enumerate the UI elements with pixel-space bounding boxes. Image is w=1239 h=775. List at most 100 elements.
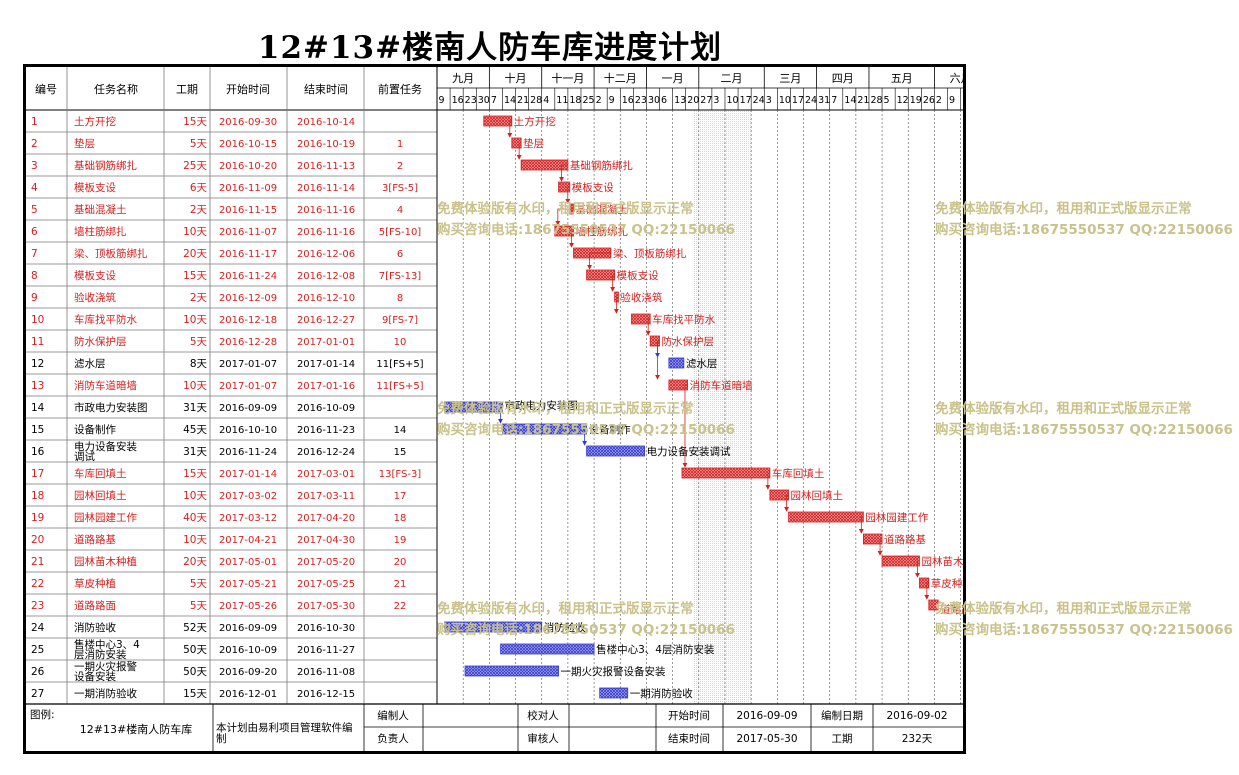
task-id: 11: [31, 336, 44, 348]
task-predecessor: 22: [394, 601, 407, 612]
task-end: 2016-11-14: [297, 183, 355, 194]
task-predecessor: 17: [394, 491, 407, 502]
month-label: 二月: [721, 72, 743, 85]
task-start: 2017-03-02: [219, 491, 277, 502]
week-label: 7: [491, 95, 497, 106]
dependency-arrow: [582, 428, 587, 446]
task-duration: 10天: [183, 534, 207, 546]
task-duration: 5天: [190, 578, 208, 590]
task-name: 模板支设: [74, 269, 116, 282]
task-start: 2016-11-17: [219, 249, 277, 260]
task-name: 垫层: [74, 137, 95, 150]
task-end: 2017-03-01: [297, 469, 355, 480]
task-predecessor: 7[FS-13]: [379, 271, 422, 282]
week-label: 18: [569, 95, 581, 106]
bar-label: 园林苗木种植: [921, 555, 963, 568]
task-start: 2017-01-07: [219, 359, 277, 370]
week-label: 16: [962, 95, 963, 106]
task-start: 2017-01-07: [219, 381, 277, 392]
bar-label: 墙柱筋绑扎: [576, 225, 629, 238]
task-duration: 10天: [183, 490, 207, 502]
task-id: 24: [31, 622, 45, 634]
holiday-band: [693, 110, 752, 704]
task-duration: 10天: [183, 226, 207, 238]
task-id: 1: [31, 116, 38, 128]
task-name: 设备制作: [74, 423, 116, 436]
task-name: 设备安装: [74, 670, 116, 683]
task-name: 梁、顶板筋绑扎: [74, 247, 148, 260]
month-label: 十月: [505, 71, 527, 85]
column-header: 结束时间: [304, 83, 348, 96]
task-duration: 15天: [183, 116, 207, 128]
task-id: 22: [31, 578, 44, 590]
bar-label: 售楼中心3、4层消防安装: [596, 643, 715, 656]
week-label: 19: [910, 95, 922, 106]
task-bar: [769, 489, 789, 501]
task-name: 基础钢筋绑扎: [74, 159, 137, 172]
week-label: 28: [530, 95, 542, 106]
footer-note: 制: [216, 732, 227, 745]
task-end: 2017-05-30: [297, 601, 355, 612]
task-duration: 2天: [190, 204, 208, 216]
task-bar: [881, 555, 920, 567]
task-name: 一期火灾报警: [74, 660, 137, 673]
bar-label: 基础混凝土: [576, 203, 629, 216]
week-label: 3: [766, 95, 772, 106]
bar-label: 园林回填土: [791, 489, 844, 502]
task-end: 2016-11-23: [297, 425, 355, 436]
dependency-arrow: [587, 252, 611, 270]
task-id: 19: [31, 512, 44, 524]
compiler-label: 编制人: [377, 709, 409, 722]
task-name: 车库回填土: [74, 467, 127, 480]
week-label: 27: [700, 95, 712, 106]
dependency-arrow: [559, 164, 568, 182]
task-end: 2016-12-06: [297, 249, 355, 260]
task-start: 2017-03-12: [219, 513, 277, 524]
task-duration: 5天: [190, 336, 208, 348]
task-start: 2016-09-20: [219, 667, 277, 678]
task-start: 2017-01-14: [219, 469, 277, 480]
task-bar: [586, 269, 616, 281]
task-duration: 15天: [183, 270, 207, 282]
task-duration: 5天: [190, 138, 208, 150]
checker-label: 校对人: [527, 709, 559, 722]
task-bar: [483, 115, 513, 127]
task-end: 2017-04-30: [297, 535, 355, 546]
dependency-arrow: [613, 296, 619, 314]
task-end: 2016-10-09: [297, 403, 355, 414]
task-predecessor: 21: [394, 579, 407, 590]
task-name: 墙柱筋绑扎: [74, 225, 127, 238]
task-duration: 6天: [190, 182, 208, 194]
legend-project: 12#13#楼南人防车库: [80, 722, 192, 736]
week-label: 23: [465, 95, 477, 106]
week-label: 4: [543, 95, 549, 106]
bar-label: 一期火灾报警设备安装: [561, 665, 666, 678]
task-end: 2016-12-15: [297, 689, 355, 700]
column-header: 开始时间: [226, 82, 270, 96]
month-label: 六月: [950, 72, 963, 85]
bar-label: 园林园建工作: [865, 511, 928, 524]
task-start: 2016-09-30: [219, 117, 277, 128]
task-duration: 50天: [183, 666, 207, 678]
task-id: 9: [31, 292, 38, 304]
end-label: 结束时间: [668, 732, 710, 745]
task-name: 土方开挖: [74, 115, 116, 128]
task-name: 消防车道暗墙: [74, 379, 137, 392]
month-label: 五月: [891, 72, 913, 85]
task-end: 2016-10-30: [297, 623, 355, 634]
task-duration: 8天: [190, 358, 208, 370]
task-start: 2016-11-24: [219, 271, 277, 282]
bar-label: 基础钢筋绑扎: [570, 159, 633, 172]
task-bar: [788, 511, 864, 523]
task-predecessor: 9[FS-7]: [382, 315, 418, 326]
dependency-arrow: [924, 582, 930, 600]
week-label: 9: [949, 95, 955, 106]
column-header: 编号: [35, 82, 57, 96]
task-name: 道路路面: [74, 599, 116, 612]
task-id: 27: [31, 688, 44, 700]
dependency-arrow: [516, 142, 522, 160]
task-predecessor: 15: [394, 447, 407, 458]
task-predecessor: 2: [397, 161, 403, 172]
task-start: 2016-12-09: [219, 293, 277, 304]
task-start: 2016-12-01: [219, 689, 277, 700]
